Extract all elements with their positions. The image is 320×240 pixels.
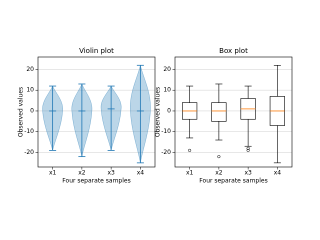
plot-frame (174, 56, 293, 168)
y-tick-label: -10 (24, 128, 34, 135)
flier (188, 148, 192, 152)
y-tick-label: 20 (26, 66, 34, 73)
x-axis-label: Four separate samples (199, 178, 267, 185)
y-tick-label: 10 (163, 87, 171, 94)
chart-title: Violin plot (79, 47, 114, 55)
chart-title: Box plot (219, 47, 248, 55)
flier (217, 155, 221, 159)
x-tick-label: x2 (215, 170, 223, 177)
y-tick-label: 0 (167, 107, 171, 114)
x-tick-label: x3 (107, 170, 115, 177)
y-tick-label: -20 (24, 149, 34, 156)
y-tick-label: 20 (163, 66, 171, 73)
flier (246, 148, 250, 152)
x-tick-label: x4 (274, 170, 282, 177)
box (211, 102, 227, 122)
x-tick-label: x3 (244, 170, 252, 177)
y-axis-label: Observed values (18, 87, 25, 137)
flier (246, 146, 250, 150)
y-axis-label: Observed values (155, 87, 162, 137)
x-tick-label: x4 (137, 170, 145, 177)
x-tick-label: x2 (78, 170, 86, 177)
y-tick-label: -20 (161, 149, 171, 156)
y-tick-label: 0 (30, 107, 34, 114)
y-tick-label: 10 (26, 87, 34, 94)
x-axis-label: Four separate samples (62, 178, 130, 185)
figure: Violin plot -20 -10 0 10 20 Observed values Fou… (18, 47, 293, 185)
y-tick-label: -10 (161, 128, 171, 135)
x-tick-label: x1 (49, 170, 57, 177)
plot-frame (37, 56, 156, 168)
x-tick-label: x1 (186, 170, 194, 177)
